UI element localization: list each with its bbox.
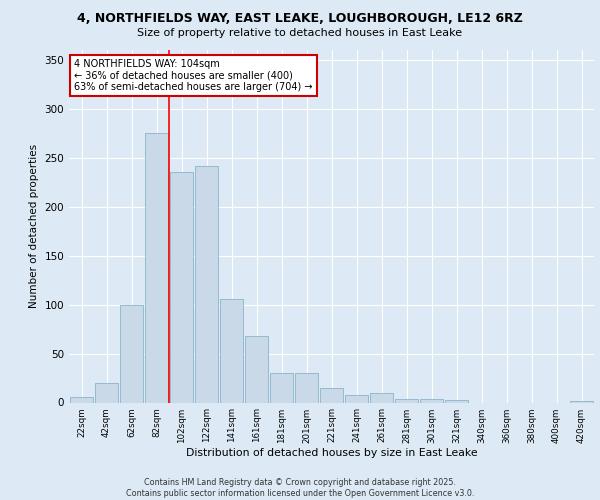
Bar [145,133,168,402]
Text: 4 NORTHFIELDS WAY: 104sqm
← 36% of detached houses are smaller (400)
63% of semi: 4 NORTHFIELDS WAY: 104sqm ← 36% of detac… [74,59,313,92]
Bar [420,398,443,402]
Bar [245,336,268,402]
Bar [370,392,393,402]
Text: Contains HM Land Registry data © Crown copyright and database right 2025.
Contai: Contains HM Land Registry data © Crown c… [126,478,474,498]
Bar [170,172,193,402]
Bar [395,398,418,402]
Bar [220,298,243,403]
Bar [70,396,93,402]
Bar [345,394,368,402]
Bar [95,383,118,402]
Text: 4, NORTHFIELDS WAY, EAST LEAKE, LOUGHBOROUGH, LE12 6RZ: 4, NORTHFIELDS WAY, EAST LEAKE, LOUGHBOR… [77,12,523,26]
Y-axis label: Number of detached properties: Number of detached properties [29,144,39,308]
Bar [320,388,343,402]
Bar [270,373,293,402]
X-axis label: Distribution of detached houses by size in East Leake: Distribution of detached houses by size … [185,448,478,458]
Bar [120,304,143,402]
Bar [295,373,318,402]
Bar [445,400,468,402]
Bar [570,400,593,402]
Bar [195,166,218,402]
Text: Size of property relative to detached houses in East Leake: Size of property relative to detached ho… [137,28,463,38]
